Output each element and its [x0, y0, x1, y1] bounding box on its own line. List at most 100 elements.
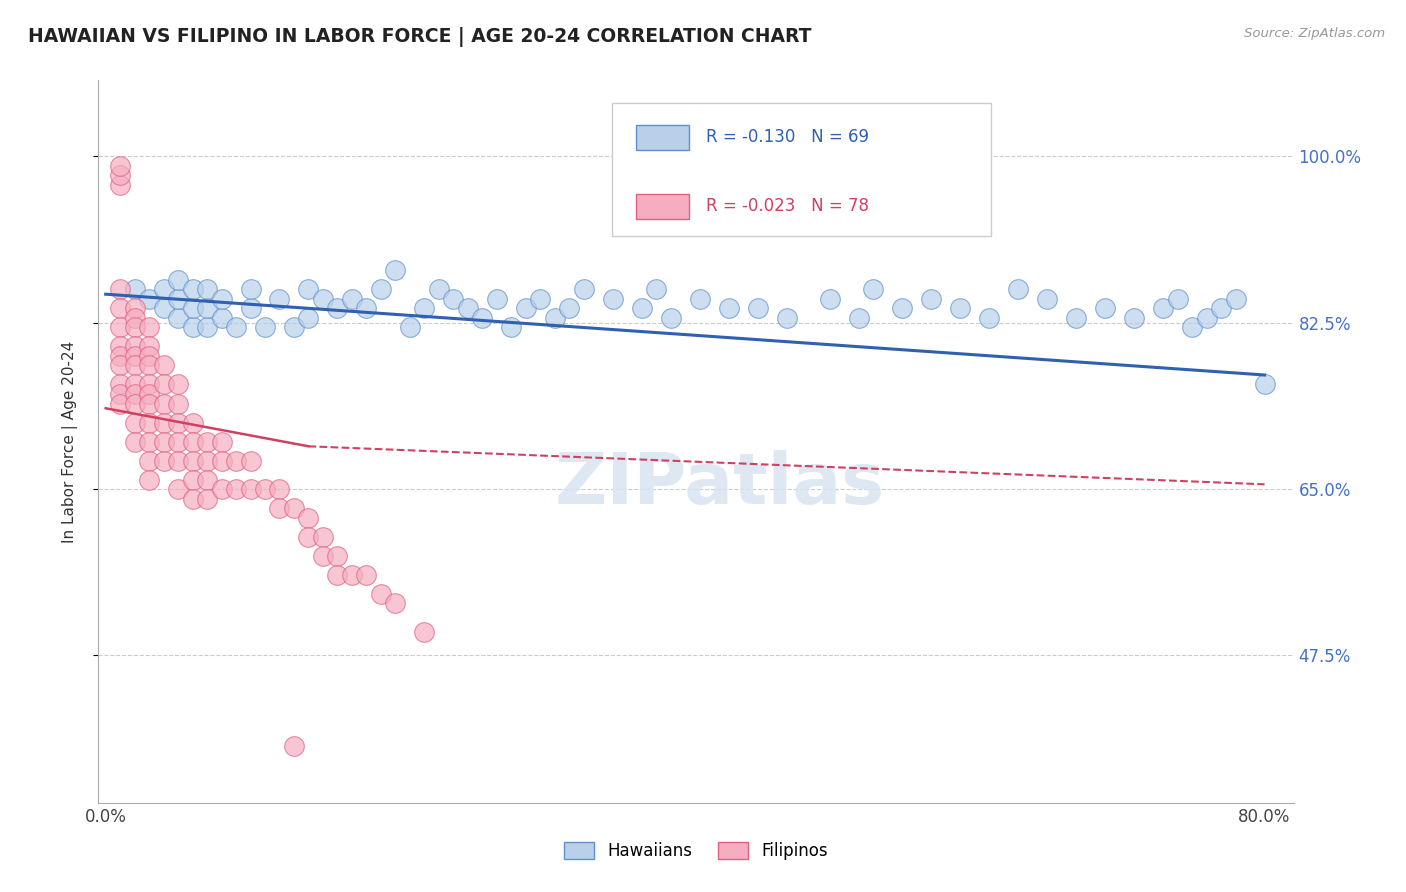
Point	[485, 292, 508, 306]
Point	[211, 292, 233, 306]
Point	[848, 310, 870, 325]
Point	[138, 349, 160, 363]
Point	[138, 434, 160, 449]
Point	[167, 292, 190, 306]
Point	[138, 320, 160, 334]
Point	[544, 310, 567, 325]
Point	[340, 567, 363, 582]
Point	[269, 501, 291, 516]
Text: HAWAIIAN VS FILIPINO IN LABOR FORCE | AGE 20-24 CORRELATION CHART: HAWAIIAN VS FILIPINO IN LABOR FORCE | AG…	[28, 27, 811, 46]
Point	[1007, 282, 1029, 296]
Point	[717, 301, 740, 316]
Point	[1253, 377, 1275, 392]
Point	[181, 301, 204, 316]
Point	[124, 320, 146, 334]
Point	[108, 159, 131, 173]
Point	[297, 282, 319, 296]
Point	[195, 301, 218, 316]
Point	[283, 739, 305, 753]
Point	[312, 530, 335, 544]
Point	[558, 301, 581, 316]
Point	[370, 282, 392, 296]
Point	[645, 282, 668, 296]
Point	[152, 282, 174, 296]
Point	[108, 396, 131, 410]
Point	[239, 301, 262, 316]
Point	[225, 453, 247, 467]
Point	[167, 453, 190, 467]
Point	[1094, 301, 1116, 316]
Point	[108, 377, 131, 392]
Point	[108, 387, 131, 401]
Point	[471, 310, 494, 325]
Point	[181, 282, 204, 296]
Point	[108, 301, 131, 316]
Point	[138, 339, 160, 353]
Point	[1225, 292, 1247, 306]
Point	[124, 339, 146, 353]
Point	[1167, 292, 1189, 306]
Point	[124, 359, 146, 373]
Point	[1123, 310, 1146, 325]
Point	[181, 416, 204, 430]
Point	[124, 387, 146, 401]
Point	[689, 292, 711, 306]
Point	[195, 320, 218, 334]
Point	[239, 482, 262, 496]
Point	[167, 273, 190, 287]
Point	[138, 396, 160, 410]
Point	[1064, 310, 1087, 325]
Point	[326, 549, 349, 563]
Point	[167, 396, 190, 410]
Point	[239, 282, 262, 296]
Point	[659, 310, 682, 325]
Point	[195, 473, 218, 487]
Text: Source: ZipAtlas.com: Source: ZipAtlas.com	[1244, 27, 1385, 40]
Point	[167, 377, 190, 392]
Point	[152, 359, 174, 373]
Point	[195, 434, 218, 449]
Point	[572, 282, 595, 296]
Point	[356, 567, 378, 582]
Point	[181, 453, 204, 467]
Point	[1181, 320, 1204, 334]
Point	[1152, 301, 1174, 316]
Point	[211, 482, 233, 496]
Point	[124, 310, 146, 325]
Point	[326, 301, 349, 316]
Point	[413, 624, 436, 639]
Point	[108, 169, 131, 183]
Point	[138, 387, 160, 401]
Point	[152, 434, 174, 449]
Point	[124, 396, 146, 410]
Point	[124, 416, 146, 430]
Point	[138, 377, 160, 392]
Point	[457, 301, 479, 316]
Point	[108, 320, 131, 334]
Point	[195, 491, 218, 506]
Point	[124, 349, 146, 363]
Point	[501, 320, 523, 334]
Point	[108, 349, 131, 363]
Point	[862, 282, 884, 296]
Point	[225, 320, 247, 334]
Point	[413, 301, 436, 316]
Point	[138, 359, 160, 373]
Point	[152, 453, 174, 467]
Point	[124, 282, 146, 296]
Point	[949, 301, 972, 316]
Point	[384, 263, 406, 277]
Point	[138, 453, 160, 467]
Point	[195, 282, 218, 296]
Point	[108, 359, 131, 373]
Point	[399, 320, 422, 334]
Point	[167, 310, 190, 325]
Point	[152, 416, 174, 430]
Point	[356, 301, 378, 316]
Point	[211, 434, 233, 449]
Point	[181, 491, 204, 506]
Point	[283, 501, 305, 516]
Point	[630, 301, 652, 316]
Point	[253, 320, 276, 334]
Point	[312, 292, 335, 306]
